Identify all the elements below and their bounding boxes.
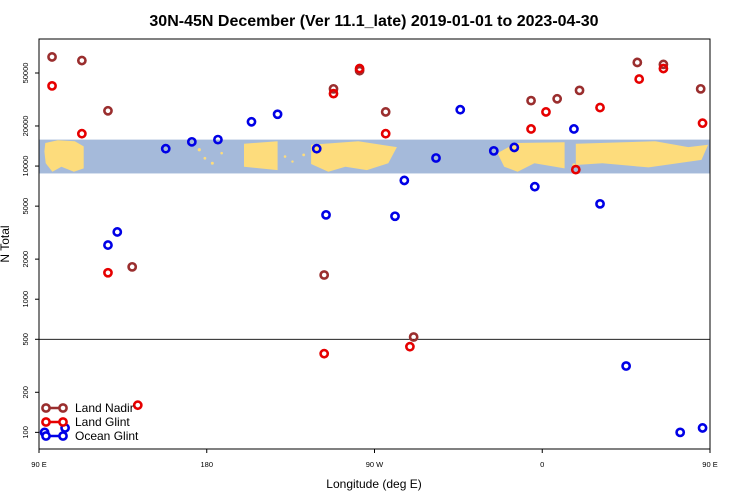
data-point (380, 128, 391, 139)
x-axis: 90 E 180 90 W 0 90 E (31, 449, 718, 469)
data-point (127, 261, 138, 272)
map-island (203, 156, 207, 160)
data-point (695, 83, 706, 94)
map-island (210, 161, 214, 165)
map-island (197, 148, 201, 152)
data-point (658, 63, 669, 74)
map-island (220, 151, 223, 155)
data-point (675, 427, 686, 438)
data-point (160, 143, 171, 154)
legend-marker (41, 417, 51, 427)
y-tick-label: 20000 (21, 116, 30, 137)
data-points (39, 52, 708, 438)
data-point (319, 348, 330, 359)
y-tick-label: 200 (21, 386, 30, 399)
data-point (186, 136, 197, 147)
data-point (112, 227, 123, 237)
legend-marker (41, 403, 51, 413)
map-land (44, 140, 709, 172)
data-point (399, 175, 410, 186)
map-land-region (311, 141, 397, 172)
map-land-region (44, 140, 84, 172)
legend-marker (58, 431, 68, 441)
data-point (354, 63, 365, 74)
data-point (632, 57, 643, 68)
data-point (103, 267, 113, 278)
legend-marker (41, 431, 51, 441)
data-point (526, 95, 536, 106)
data-point (697, 118, 708, 129)
data-point (321, 209, 331, 220)
y-tick-label: 10000 (21, 156, 30, 177)
data-point (311, 143, 322, 154)
data-point (390, 211, 400, 222)
map-island (302, 153, 306, 157)
data-point (488, 145, 499, 156)
data-point (380, 107, 391, 117)
data-point (509, 142, 520, 153)
y-axis: 100 200 500 1000 2000 5000 10000 20000 50000 (21, 63, 39, 439)
map-island (283, 155, 287, 158)
data-point (328, 83, 339, 94)
data-point (431, 153, 441, 163)
data-point (213, 134, 223, 145)
data-point (272, 109, 283, 120)
map-land-region (244, 141, 278, 171)
legend-marker (58, 403, 68, 413)
data-point (574, 85, 585, 96)
data-point (76, 55, 87, 66)
legend-label: Land Glint (75, 415, 130, 429)
x-tick-label: 90 E (31, 460, 46, 469)
data-point (76, 128, 87, 139)
data-point (455, 104, 466, 115)
x-tick-label: 90 E (702, 460, 717, 469)
legend-marker (58, 417, 68, 427)
data-point (570, 164, 581, 175)
data-point (552, 93, 563, 104)
data-point (328, 88, 339, 99)
data-point (405, 341, 415, 352)
x-tick-label: 0 (540, 460, 544, 469)
data-point (103, 105, 113, 116)
y-tick-label: 1000 (21, 291, 30, 308)
chart-title: 30N-45N December (Ver 11.1_late) 2019-01… (149, 13, 598, 30)
data-point (595, 198, 605, 209)
y-tick-label: 100 (21, 426, 30, 439)
map-land-region (575, 141, 709, 168)
data-point (541, 107, 551, 117)
map-island (291, 160, 294, 163)
data-point (634, 74, 645, 84)
data-point (408, 332, 419, 342)
x-tick-label: 180 (200, 460, 213, 469)
legend-label: Land Nadir (75, 401, 134, 415)
data-point (47, 80, 57, 91)
y-tick-label: 50000 (21, 63, 30, 84)
y-tick-label: 5000 (21, 198, 30, 215)
data-point (526, 124, 536, 134)
y-tick-label: 2000 (21, 251, 30, 268)
data-point (569, 124, 579, 134)
data-point (621, 361, 632, 371)
data-point (246, 116, 257, 127)
data-point (529, 181, 540, 192)
data-point (697, 423, 708, 433)
world-map-band (39, 139, 710, 174)
y-tick-label: 500 (21, 333, 30, 346)
data-point (595, 102, 605, 113)
data-point (132, 400, 143, 411)
y-axis-label: N Total (0, 225, 12, 262)
map-land-region (497, 142, 565, 172)
x-tick-label: 90 W (366, 460, 384, 469)
data-point (319, 270, 330, 280)
x-axis-label: Longitude (deg E) (326, 477, 421, 491)
data-point (47, 52, 57, 62)
legend-label: Ocean Glint (75, 429, 139, 443)
data-point (658, 59, 669, 70)
data-point (103, 240, 113, 250)
